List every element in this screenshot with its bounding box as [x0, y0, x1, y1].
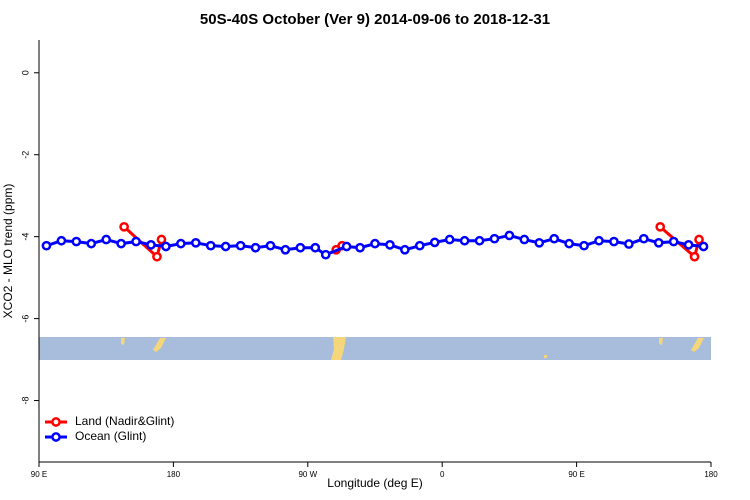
data-point — [146, 240, 156, 250]
data-point — [579, 240, 589, 251]
data-point — [355, 242, 365, 253]
x-tick-label: 90 E — [568, 470, 584, 479]
data-point — [385, 240, 395, 250]
legend: Land (Nadir&Glint)Ocean (Glint) — [45, 414, 174, 443]
data-point — [534, 237, 545, 248]
data-point — [152, 251, 162, 262]
x-tick-label: 90 E — [31, 470, 47, 479]
data-point — [41, 240, 52, 251]
data-point — [370, 238, 380, 249]
data-point — [235, 240, 246, 251]
data-point — [638, 233, 649, 244]
data-point — [161, 241, 171, 252]
data-point — [444, 234, 455, 245]
x-tick-label: 180 — [704, 470, 718, 479]
data-point — [400, 244, 410, 255]
data-point — [131, 236, 141, 247]
y-tick-label: -4 — [20, 233, 30, 241]
data-point — [310, 242, 321, 253]
data-point — [205, 240, 216, 251]
data-point — [119, 221, 129, 232]
data-point — [653, 237, 664, 248]
data-point — [414, 240, 425, 251]
data-point — [594, 235, 604, 246]
data-point — [320, 249, 331, 260]
x-tick-label: 180 — [167, 470, 181, 479]
data-point — [156, 234, 167, 245]
data-point — [624, 239, 634, 249]
data-point — [683, 240, 694, 250]
data-point — [564, 238, 574, 249]
data-point — [295, 242, 306, 253]
data-point — [459, 235, 470, 246]
map-strip — [39, 337, 711, 360]
legend-marker — [51, 432, 61, 442]
chart-title: 50S-40S October (Ver 9) 2014-09-06 to 20… — [200, 11, 550, 28]
legend-label: Ocean (Glint) — [75, 429, 146, 443]
land-patch — [659, 338, 663, 345]
data-point — [549, 233, 560, 244]
y-tick-label: -2 — [20, 151, 30, 159]
data-point — [71, 236, 82, 247]
data-point — [250, 242, 261, 253]
ocean-band — [39, 337, 711, 360]
legend-label: Land (Nadir&Glint) — [75, 414, 174, 428]
y-tick-label: -6 — [20, 315, 30, 323]
data-point — [609, 236, 619, 247]
data-point — [176, 238, 186, 249]
data-point — [655, 221, 666, 232]
data-point — [694, 234, 704, 245]
x-axis-label: Longitude (deg E) — [327, 476, 422, 490]
data-point — [698, 241, 709, 252]
data-point — [101, 234, 112, 245]
data-point — [429, 237, 440, 248]
land-patch — [153, 338, 166, 352]
y-axis-label: XCO2 - MLO trend (ppm) — [1, 184, 15, 319]
data-point — [689, 251, 700, 262]
data-point — [86, 238, 97, 249]
x-tick-label: 0 — [440, 470, 445, 479]
data-point — [341, 241, 352, 252]
data-point — [265, 240, 276, 251]
legend-marker — [51, 417, 61, 427]
data-point — [190, 237, 201, 248]
land-patch — [544, 355, 547, 358]
land-patch — [331, 337, 346, 360]
data-point — [668, 236, 679, 247]
data-point — [280, 244, 291, 255]
y-tick-label: -8 — [20, 397, 30, 405]
data-point — [504, 230, 515, 241]
land-patch — [691, 338, 704, 352]
land-patch — [121, 338, 125, 345]
x-tick-label: 90 W — [298, 470, 317, 479]
data-point — [116, 238, 126, 249]
data-point — [519, 234, 530, 245]
y-tick-label: 0 — [20, 70, 30, 75]
data-point — [220, 241, 231, 252]
data-point — [489, 233, 500, 244]
data-point — [56, 235, 67, 246]
data-point — [474, 235, 485, 246]
